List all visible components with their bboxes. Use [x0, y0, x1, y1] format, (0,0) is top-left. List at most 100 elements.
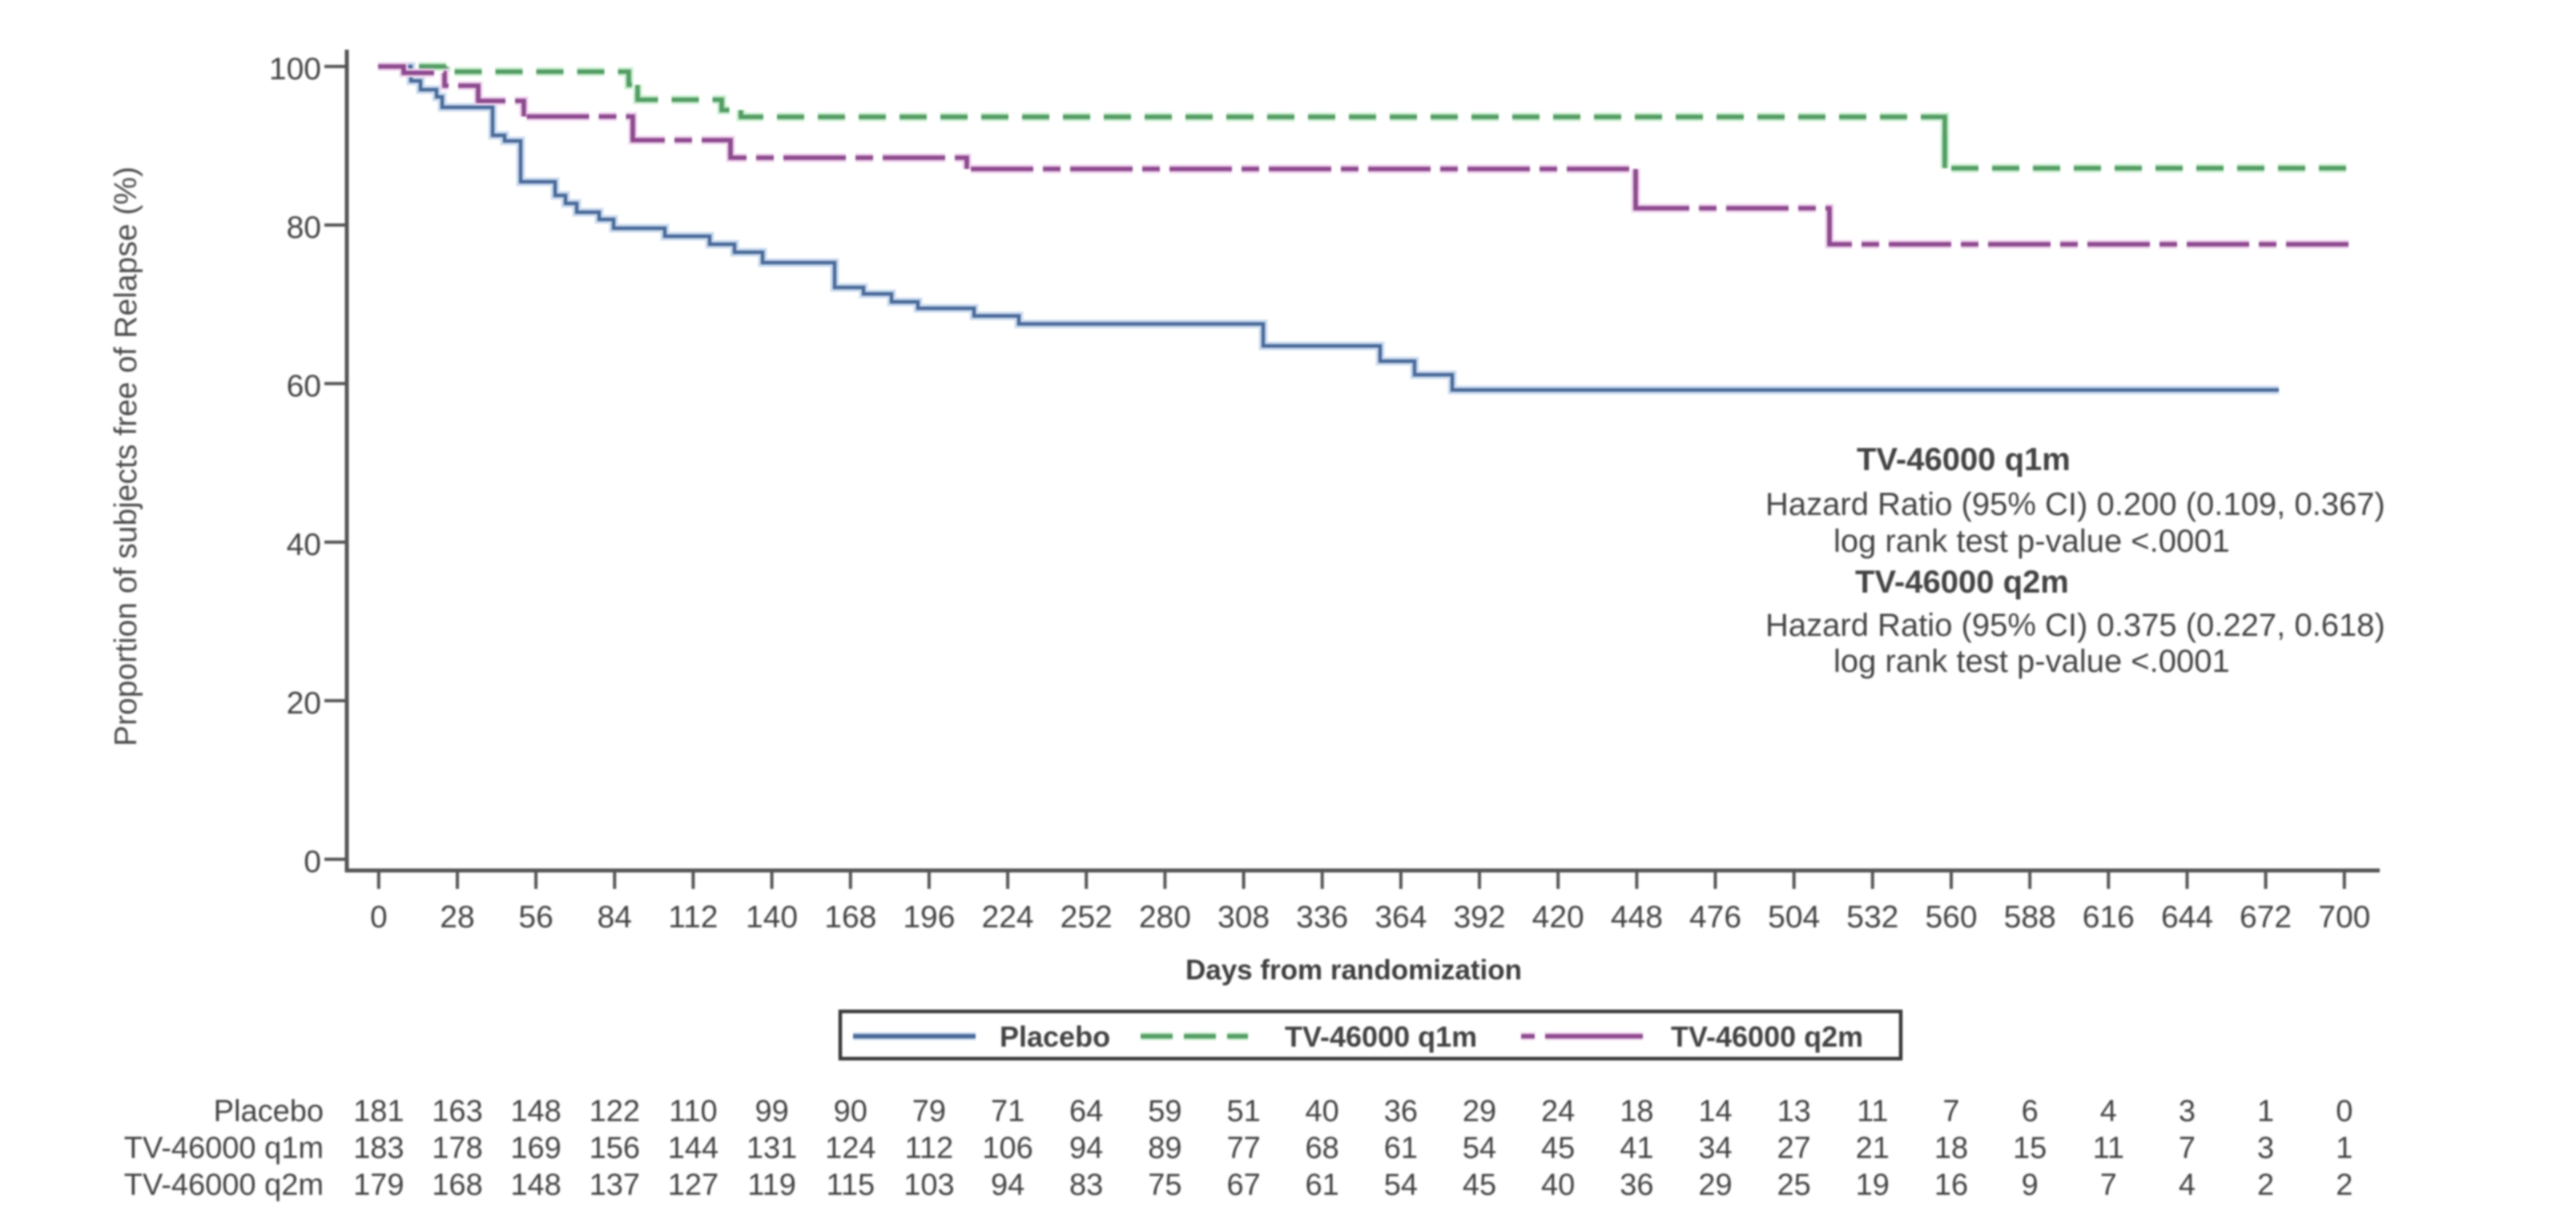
svg-text:420: 420 — [1532, 900, 1584, 935]
svg-text:4: 4 — [2100, 1095, 2117, 1128]
svg-text:28: 28 — [440, 900, 474, 935]
svg-text:169: 169 — [510, 1132, 561, 1165]
svg-text:TV-46000 q2m: TV-46000 q2m — [124, 1168, 324, 1202]
svg-text:178: 178 — [432, 1132, 482, 1165]
svg-text:Hazard Ratio (95% CI) 0.200 (0: Hazard Ratio (95% CI) 0.200 (0.109, 0.36… — [1765, 487, 2385, 522]
svg-text:64: 64 — [1069, 1095, 1103, 1128]
svg-text:127: 127 — [668, 1168, 718, 1202]
svg-text:119: 119 — [747, 1168, 796, 1202]
svg-text:7: 7 — [1942, 1095, 1959, 1128]
svg-text:504: 504 — [1768, 900, 1820, 935]
svg-text:364: 364 — [1375, 900, 1427, 935]
svg-text:60: 60 — [287, 369, 321, 404]
svg-text:79: 79 — [912, 1095, 946, 1128]
svg-text:log rank test p-value <.0001: log rank test p-value <.0001 — [1833, 644, 2230, 679]
svg-text:224: 224 — [982, 900, 1034, 935]
svg-text:115: 115 — [827, 1168, 875, 1202]
svg-text:672: 672 — [2240, 900, 2292, 935]
svg-text:68: 68 — [1306, 1132, 1339, 1165]
svg-text:29: 29 — [1698, 1168, 1732, 1202]
svg-text:Placebo: Placebo — [214, 1095, 324, 1128]
svg-text:476: 476 — [1689, 900, 1741, 935]
svg-text:3: 3 — [2179, 1095, 2196, 1128]
svg-text:4: 4 — [2179, 1168, 2196, 1202]
svg-text:94: 94 — [1069, 1132, 1103, 1165]
svg-text:18: 18 — [1620, 1095, 1653, 1128]
svg-text:36: 36 — [1620, 1168, 1653, 1202]
svg-text:7: 7 — [2100, 1168, 2117, 1202]
svg-text:TV-46000 q2m: TV-46000 q2m — [1671, 1020, 1863, 1053]
svg-text:181: 181 — [353, 1095, 404, 1128]
svg-text:TV-46000 q1m: TV-46000 q1m — [124, 1132, 324, 1165]
svg-text:25: 25 — [1777, 1168, 1811, 1202]
svg-text:24: 24 — [1541, 1095, 1575, 1128]
svg-text:6: 6 — [2022, 1095, 2039, 1128]
svg-text:2: 2 — [2336, 1168, 2353, 1202]
svg-text:112: 112 — [668, 900, 718, 935]
svg-text:61: 61 — [1306, 1168, 1339, 1202]
svg-text:40: 40 — [287, 528, 321, 562]
svg-text:163: 163 — [432, 1095, 482, 1128]
svg-text:148: 148 — [510, 1168, 561, 1202]
svg-text:40: 40 — [1541, 1168, 1575, 1202]
svg-text:27: 27 — [1777, 1132, 1811, 1165]
svg-text:71: 71 — [991, 1095, 1024, 1128]
svg-text:140: 140 — [746, 900, 798, 935]
svg-text:392: 392 — [1453, 900, 1505, 935]
svg-text:7: 7 — [2179, 1132, 2196, 1165]
svg-text:179: 179 — [353, 1168, 404, 1202]
svg-text:0: 0 — [370, 900, 388, 935]
svg-text:51: 51 — [1226, 1095, 1260, 1128]
svg-text:110: 110 — [669, 1095, 718, 1128]
svg-text:54: 54 — [1384, 1168, 1418, 1202]
svg-text:20: 20 — [287, 686, 321, 721]
svg-text:80: 80 — [287, 211, 321, 245]
svg-text:59: 59 — [1148, 1095, 1181, 1128]
svg-text:11: 11 — [1857, 1095, 1888, 1128]
svg-text:99: 99 — [755, 1095, 788, 1128]
svg-text:14: 14 — [1698, 1095, 1732, 1128]
svg-text:9: 9 — [2022, 1168, 2039, 1202]
svg-text:83: 83 — [1069, 1168, 1103, 1202]
svg-text:336: 336 — [1296, 900, 1348, 935]
svg-text:94: 94 — [991, 1168, 1024, 1202]
svg-text:TV-46000 q1m: TV-46000 q1m — [1857, 442, 2071, 477]
svg-text:308: 308 — [1218, 900, 1270, 935]
svg-text:40: 40 — [1306, 1095, 1339, 1128]
svg-text:0: 0 — [304, 845, 321, 879]
svg-text:124: 124 — [825, 1132, 875, 1165]
svg-text:644: 644 — [2161, 900, 2213, 935]
svg-text:13: 13 — [1777, 1095, 1811, 1128]
svg-text:TV-46000 q1m: TV-46000 q1m — [1285, 1020, 1477, 1053]
svg-text:15: 15 — [2013, 1132, 2047, 1165]
svg-text:168: 168 — [432, 1168, 482, 1202]
svg-text:log rank test p-value <.0001: log rank test p-value <.0001 — [1833, 524, 2230, 559]
svg-text:Days from randomization: Days from randomization — [1185, 955, 1522, 986]
svg-text:89: 89 — [1148, 1132, 1181, 1165]
svg-text:54: 54 — [1463, 1132, 1496, 1165]
svg-text:19: 19 — [1856, 1168, 1890, 1202]
svg-text:103: 103 — [904, 1168, 954, 1202]
svg-text:75: 75 — [1148, 1168, 1181, 1202]
svg-text:16: 16 — [1934, 1168, 1968, 1202]
svg-text:Hazard Ratio (95% CI) 0.375 (0: Hazard Ratio (95% CI) 0.375 (0.227, 0.61… — [1765, 608, 2385, 643]
svg-text:280: 280 — [1139, 900, 1191, 935]
svg-text:11: 11 — [2093, 1132, 2124, 1165]
svg-text:137: 137 — [590, 1168, 640, 1202]
svg-text:18: 18 — [1934, 1132, 1968, 1165]
svg-text:122: 122 — [590, 1095, 640, 1128]
svg-text:3: 3 — [2257, 1132, 2274, 1165]
svg-text:131: 131 — [747, 1132, 797, 1165]
svg-text:1: 1 — [2336, 1132, 2353, 1165]
svg-text:144: 144 — [668, 1132, 718, 1165]
svg-text:36: 36 — [1384, 1095, 1418, 1128]
svg-text:67: 67 — [1226, 1168, 1260, 1202]
svg-text:21: 21 — [1856, 1132, 1890, 1165]
svg-text:183: 183 — [353, 1132, 404, 1165]
svg-text:616: 616 — [2083, 900, 2135, 935]
svg-text:56: 56 — [518, 900, 553, 935]
svg-text:252: 252 — [1061, 900, 1113, 935]
svg-text:84: 84 — [598, 900, 632, 935]
svg-text:532: 532 — [1846, 900, 1898, 935]
svg-text:560: 560 — [1925, 900, 1977, 935]
